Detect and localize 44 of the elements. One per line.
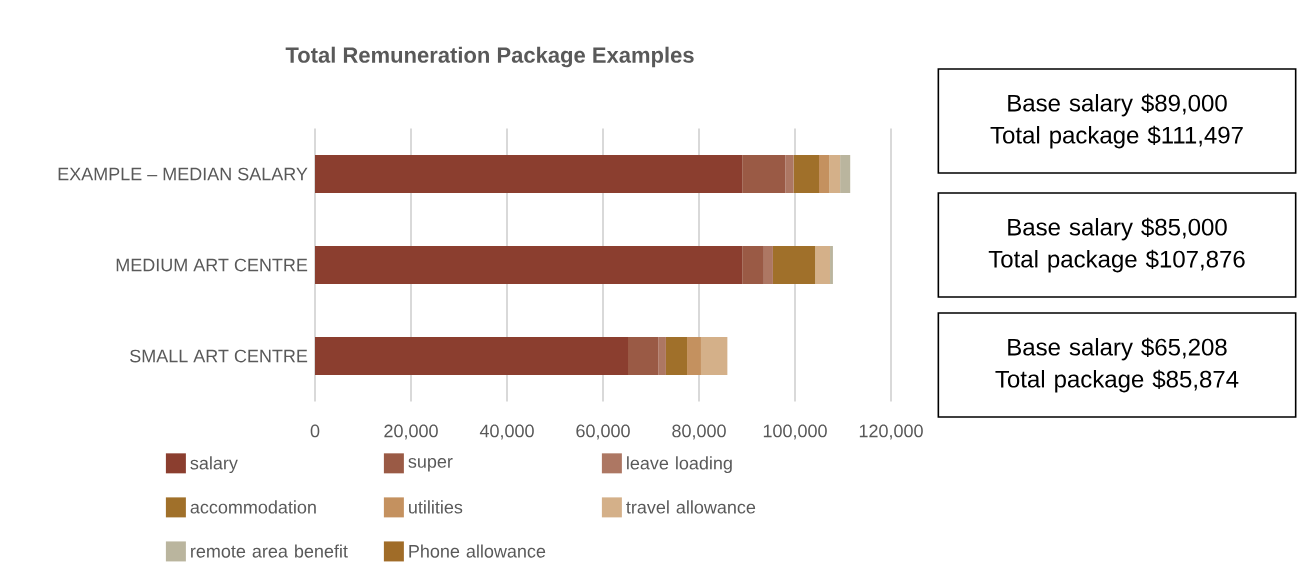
bar <box>700 337 728 376</box>
bar <box>315 246 743 285</box>
text: Total package $111,497 <box>990 125 1243 149</box>
bar <box>687 337 701 376</box>
legend-label: utilities <box>409 500 463 514</box>
bar <box>763 246 773 285</box>
legend-label: leave loading <box>627 456 732 474</box>
x-tick-label: 80,000 <box>672 424 726 440</box>
y-tick-label: MEDIUM ART CENTRE <box>116 258 308 272</box>
bar <box>772 246 816 285</box>
bar <box>819 155 830 194</box>
text: Base salary $65,208 <box>1008 337 1227 361</box>
chart-title: Total Remuneration Package Examples <box>285 46 694 68</box>
legend-label: super <box>408 457 453 472</box>
text: Total package $85,874 <box>995 369 1239 393</box>
bar <box>840 155 851 194</box>
bar <box>785 155 794 194</box>
x-tick-label: 40,000 <box>479 424 534 440</box>
bar <box>628 337 659 376</box>
bar <box>829 155 841 194</box>
x-tick-label: 60,000 <box>576 424 630 440</box>
x-tick-label: 120,000 <box>859 424 923 440</box>
bar <box>658 337 666 376</box>
text: Total package $107,876 <box>988 249 1245 273</box>
x-tick-label: 20,000 <box>384 424 438 440</box>
bar <box>793 155 819 194</box>
y-tick-label: EXAMPLE – MEDIAN SALARY <box>58 167 308 181</box>
y-tick-label: SMALL ART CENTRE <box>130 349 308 363</box>
bar <box>815 246 831 285</box>
x-tick-label: 100,000 <box>763 424 827 440</box>
bar <box>830 246 833 285</box>
x-tick-label: 0 <box>310 424 320 438</box>
legend-label: remote area benefit <box>191 544 348 558</box>
bar <box>742 155 786 194</box>
bar <box>742 246 764 285</box>
bar <box>315 337 628 376</box>
text: Base salary $85,000 <box>1008 217 1227 241</box>
text: Base salary $89,000 <box>1008 93 1227 117</box>
legend-label: salary <box>190 456 238 474</box>
bar <box>315 155 743 194</box>
legend-label: travel allowance <box>626 500 756 514</box>
legend-label: accommodation <box>190 500 316 514</box>
bar <box>665 337 688 376</box>
legend-label: Phone allowance <box>409 544 546 558</box>
